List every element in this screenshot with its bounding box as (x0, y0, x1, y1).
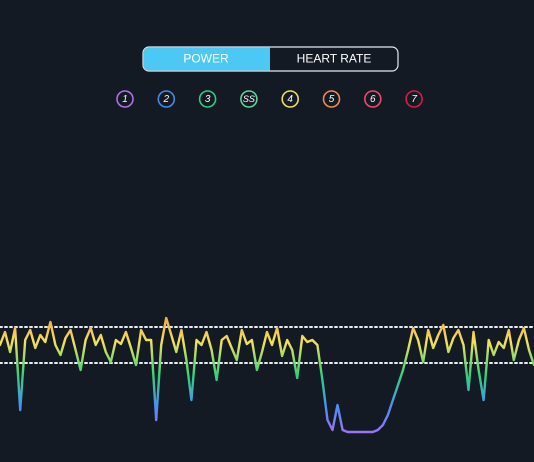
zone-label: 3 (205, 94, 211, 105)
power-hr-toggle: POWER HEART RATE (142, 46, 399, 72)
zone-badge (198, 90, 217, 108)
zone-label: 4 (287, 94, 293, 105)
zone-label: 6 (370, 94, 376, 105)
zone-badge (116, 90, 134, 108)
zone-badge (240, 90, 258, 108)
toggle-frame (142, 46, 399, 72)
zone-badge (405, 90, 423, 108)
zone-badge (363, 90, 382, 108)
zone-label: 1 (122, 94, 128, 105)
zone-badge (281, 90, 300, 108)
zone-badge (157, 90, 176, 108)
zone-label: SS (243, 94, 255, 104)
toggle-option[interactable]: HEART RATE (297, 52, 372, 66)
toggle-option[interactable]: POWER (183, 52, 229, 66)
zone-label: 5 (329, 94, 335, 105)
zone-badge (322, 90, 341, 108)
power-line (0, 316, 534, 434)
power-chart (0, 316, 534, 434)
toggle-selected-bg (143, 47, 270, 71)
zone-label: 7 (411, 94, 417, 105)
zone-label: 2 (163, 94, 170, 105)
zone-legend: 1 2 3 SS 4 5 6 7 (116, 90, 423, 108)
